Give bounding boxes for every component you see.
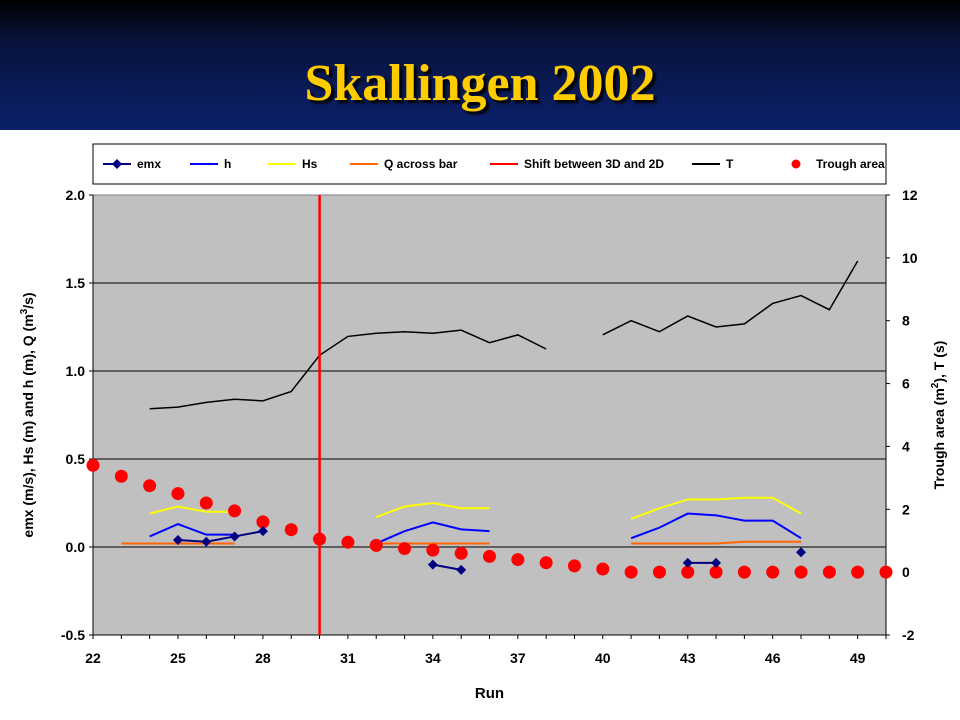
y2-tick-label: 2 xyxy=(902,501,910,517)
legend-marker-emx xyxy=(112,159,122,169)
y2-tick-label: 8 xyxy=(902,313,910,329)
series-h-line xyxy=(375,521,490,545)
x-tick-label: 34 xyxy=(425,650,441,666)
series-emx-point xyxy=(711,557,722,568)
legend-label-h: h xyxy=(224,157,231,171)
series-emx-point xyxy=(456,564,467,575)
legend-label-shift-between-3d-and-2d: Shift between 3D and 2D xyxy=(524,157,664,171)
series-trough-area-point xyxy=(737,565,751,579)
y-tick-label: -0.5 xyxy=(61,627,85,643)
series-t-line xyxy=(149,329,547,410)
y2-tick-label: 4 xyxy=(902,438,910,454)
legend-label-emx: emx xyxy=(137,157,161,171)
legend-swatch-trough-area xyxy=(791,159,801,169)
x-tick-label: 22 xyxy=(85,650,101,666)
x-axis-title: Run xyxy=(475,685,504,702)
series-emx-point xyxy=(257,526,268,537)
series-q-across-bar-line xyxy=(631,540,802,545)
y2-tick-label: 6 xyxy=(902,376,910,392)
series-trough-area-point xyxy=(766,565,780,579)
x-tick-label: 40 xyxy=(595,650,611,666)
series-emx-point xyxy=(172,534,183,545)
series-trough-area-point xyxy=(879,565,893,579)
series-t-line xyxy=(602,260,859,336)
series-trough-area-point xyxy=(369,538,383,552)
legend xyxy=(92,143,887,185)
series-trough-area-point xyxy=(143,479,157,493)
series-h-line xyxy=(630,512,802,540)
slide-title: Skallingen 2002 xyxy=(304,55,656,112)
series-trough-area-point xyxy=(794,565,808,579)
series-hs-line xyxy=(375,501,490,519)
y2-tick-label: 12 xyxy=(902,187,918,203)
series-trough-area-point xyxy=(398,542,412,556)
y2-axis-title: Trough area (m2), T (s) xyxy=(930,341,947,490)
series-hs-line xyxy=(630,496,802,520)
series-trough-area-point xyxy=(511,553,525,567)
series-hs-line xyxy=(149,505,235,515)
x-tick-label: 25 xyxy=(170,650,186,666)
series-trough-area-point xyxy=(567,559,581,573)
y-tick-label: 0.0 xyxy=(66,539,86,555)
series-trough-area-point xyxy=(454,546,468,560)
series-trough-area-point xyxy=(681,565,695,579)
x-tick-label: 46 xyxy=(765,650,781,666)
legend-label-q-across-bar: Q across bar xyxy=(384,157,458,171)
series-trough-area-point xyxy=(426,543,440,557)
series-emx-line xyxy=(177,530,264,543)
y-tick-label: 0.5 xyxy=(66,451,86,467)
series-trough-area-point xyxy=(313,532,327,546)
series-emx-point xyxy=(427,559,438,570)
series-emx-line xyxy=(432,563,462,571)
series-trough-area-point xyxy=(284,523,298,537)
series-h-line xyxy=(149,523,235,538)
series-trough-area-point xyxy=(228,504,242,518)
series-trough-area-point xyxy=(624,565,638,579)
series-trough-area-point xyxy=(199,496,213,510)
series-emx-point xyxy=(201,536,212,547)
y2-tick-label: 10 xyxy=(902,250,918,266)
y-axis-title: emx (m/s), Hs (m) and h (m), Q (m3/s) xyxy=(19,292,36,537)
y-tick-label: 1.5 xyxy=(66,275,86,291)
x-tick-label: 37 xyxy=(510,650,526,666)
legend-label-hs: Hs xyxy=(302,157,318,171)
series-trough-area-point xyxy=(483,549,496,563)
x-tick-label: 28 xyxy=(255,650,271,666)
y-tick-label: 1.0 xyxy=(66,363,86,379)
chart-area: -0.5 0.0 0.5 1.0 1.5 2.0 -2 0 2 4 6 8 10 12 22 25 28 31 34… xyxy=(0,130,960,720)
y2-tick-label: -2 xyxy=(902,627,915,643)
series-trough-area-point xyxy=(114,469,128,483)
legend-label-trough-area: Trough area xyxy=(816,157,885,171)
legend-label-t: T xyxy=(726,157,734,171)
series-trough-area-point xyxy=(86,458,100,472)
series-emx-point xyxy=(682,557,693,568)
series-emx-point xyxy=(796,547,807,558)
y-tick-label: 2.0 xyxy=(66,187,86,203)
series-trough-area-point xyxy=(256,515,270,529)
series-trough-area-point xyxy=(341,535,355,549)
series-emx-point xyxy=(229,531,240,542)
x-tick-label: 31 xyxy=(340,650,356,666)
x-tick-label: 49 xyxy=(850,650,866,666)
series-trough-area-point xyxy=(539,556,553,570)
series-trough-area-point xyxy=(171,487,185,501)
y2-tick-label: 0 xyxy=(902,564,910,580)
series-trough-area-point xyxy=(851,565,865,579)
series-trough-area-point xyxy=(652,565,666,579)
series-trough-area-point xyxy=(596,562,610,576)
series-trough-area-point xyxy=(709,565,723,579)
x-tick-label: 43 xyxy=(680,650,696,666)
series-trough-area-point xyxy=(822,565,836,579)
